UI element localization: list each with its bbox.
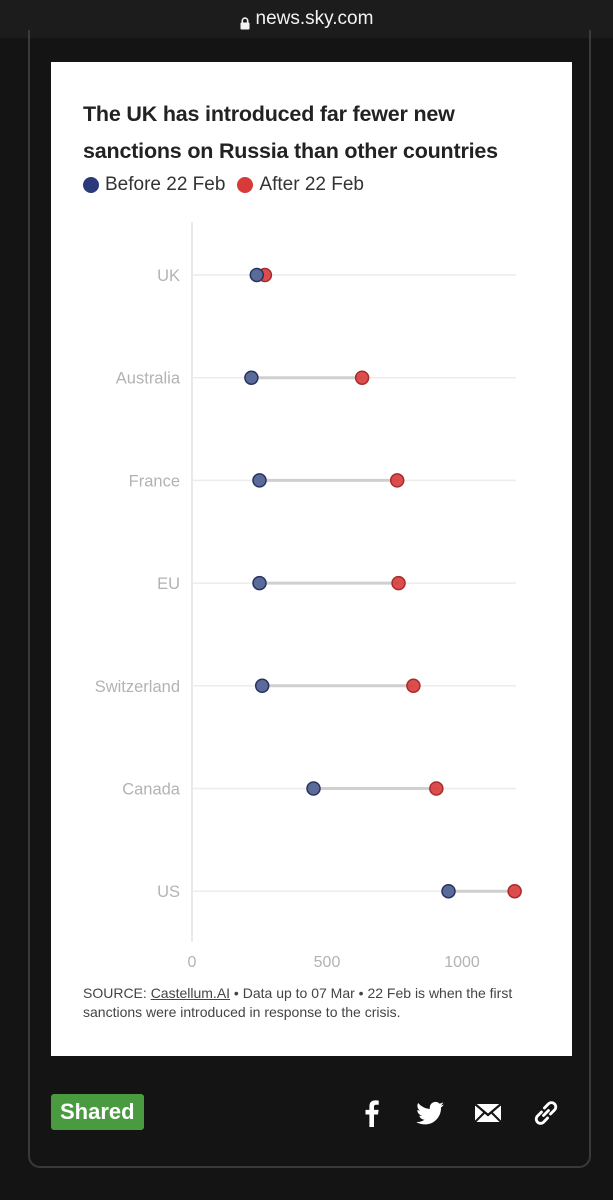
shared-badge: Shared — [51, 1094, 144, 1130]
category-label: UK — [157, 267, 180, 285]
category-label: Australia — [116, 370, 181, 388]
source-note: SOURCE: Castellum.AI • Data up to 07 Mar… — [83, 984, 553, 1022]
before-point — [441, 883, 456, 899]
x-tick-label: 0 — [188, 954, 197, 971]
before-point — [249, 267, 265, 283]
article-frame — [28, 30, 591, 1168]
dumbbell-chart: 0 500 1000 UK Australia France EU Switzerland Ca… — [95, 222, 522, 971]
legend-label-before: Before 22 Feb — [105, 174, 226, 195]
source-rest: • Data up to 07 Mar • 22 Feb is when the… — [83, 985, 513, 1020]
lock-icon — [240, 14, 250, 30]
chart-card: The UK has introduced far fewer new sanc… — [51, 62, 572, 1056]
browser-address-bar[interactable]: news.sky.com — [0, 0, 613, 38]
category-label: Canada — [122, 781, 181, 799]
category-label: US — [157, 883, 180, 901]
url-text: news.sky.com — [255, 8, 374, 29]
email-icon[interactable] — [472, 1097, 504, 1129]
link-icon[interactable] — [530, 1097, 562, 1129]
facebook-icon[interactable] — [356, 1097, 388, 1129]
after-point — [429, 781, 444, 796]
before-point — [252, 575, 267, 591]
category-label: France — [129, 472, 180, 490]
legend-item-after: After 22 Feb — [237, 174, 364, 196]
before-point — [254, 678, 270, 694]
x-tick-label: 1000 — [444, 954, 480, 971]
chart-legend: Before 22 Feb After 22 Feb — [83, 174, 376, 196]
category-label: Switzerland — [95, 678, 180, 696]
after-point — [406, 678, 421, 694]
legend-item-before: Before 22 Feb — [83, 174, 225, 196]
chart-title: The UK has introduced far fewer new sanc… — [83, 102, 498, 163]
legend-label-after: After 22 Feb — [259, 174, 364, 195]
after-point — [354, 370, 370, 385]
after-point — [507, 883, 522, 899]
legend-swatch-after — [237, 177, 254, 193]
before-point — [252, 473, 267, 488]
after-point — [391, 575, 406, 591]
before-point — [244, 370, 259, 385]
after-point — [389, 473, 405, 488]
twitter-icon[interactable] — [414, 1097, 446, 1129]
before-point — [306, 781, 321, 796]
category-label: EU — [157, 575, 180, 593]
source-prefix: SOURCE: — [83, 985, 151, 1001]
source-link[interactable]: Castellum.AI — [150, 985, 231, 1001]
legend-swatch-before — [83, 177, 99, 193]
x-tick-label: 500 — [314, 954, 341, 971]
